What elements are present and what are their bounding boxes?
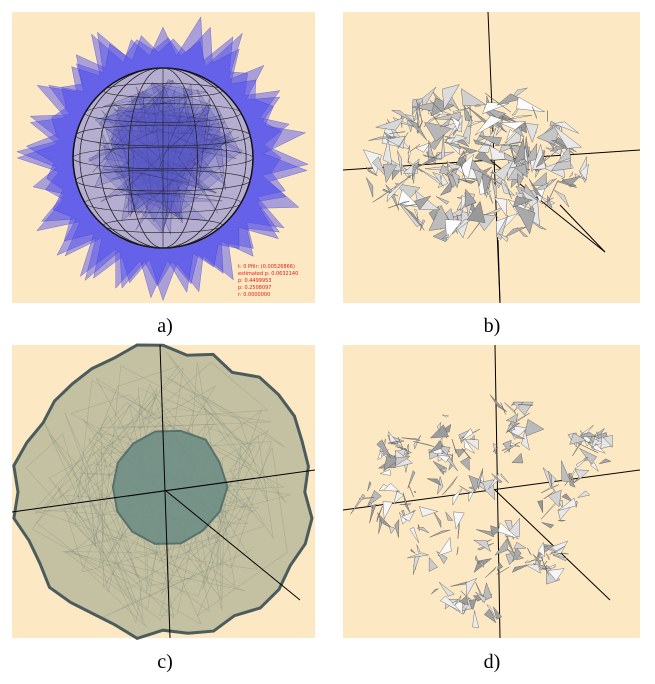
panel-caption: b) bbox=[484, 315, 501, 337]
overlay-text: p: 0.2508097 bbox=[238, 285, 272, 291]
panel-caption: c) bbox=[157, 651, 173, 673]
overlay-text: estimated p: 0.0632140 bbox=[238, 271, 298, 277]
panel-caption: a) bbox=[157, 315, 173, 337]
panel-caption: d) bbox=[484, 651, 501, 673]
overlay-text: t: 0 Pfilr: (0.00526866) bbox=[238, 264, 295, 270]
overlay-text: r: 0.0000000 bbox=[238, 292, 270, 298]
overlay-text: p: 0.4499953 bbox=[238, 278, 272, 284]
figure: t: 0 Pfilr: (0.00526866) estimated p: 0.… bbox=[0, 0, 655, 684]
